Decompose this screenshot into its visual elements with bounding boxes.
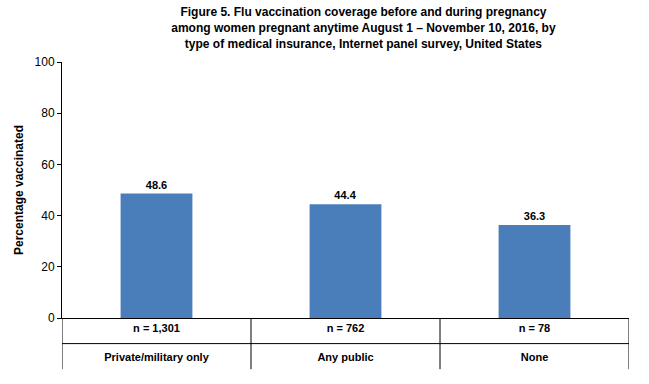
svg-text:20: 20 [41, 260, 55, 274]
svg-text:n = 1,301Private/military only: n = 1,301Private/military only [104, 322, 209, 363]
svg-text:80: 80 [41, 106, 55, 120]
svg-text:Percentage vaccinated: Percentage vaccinated [12, 125, 26, 255]
svg-text:44.4: 44.4 [334, 189, 356, 201]
svg-text:0: 0 [48, 311, 55, 325]
svg-text:n = 762Any public: n = 762Any public [317, 322, 373, 363]
svg-text:Figure 5. Flu vaccination cove: Figure 5. Flu vaccination coverage befor… [171, 5, 556, 50]
svg-text:48.6: 48.6 [146, 179, 167, 191]
svg-text:n = 78None: n = 78None [519, 322, 551, 363]
svg-text:36.3: 36.3 [524, 210, 545, 222]
svg-text:60: 60 [41, 158, 55, 172]
svg-text:100: 100 [35, 55, 55, 69]
svg-text:40: 40 [41, 209, 55, 223]
